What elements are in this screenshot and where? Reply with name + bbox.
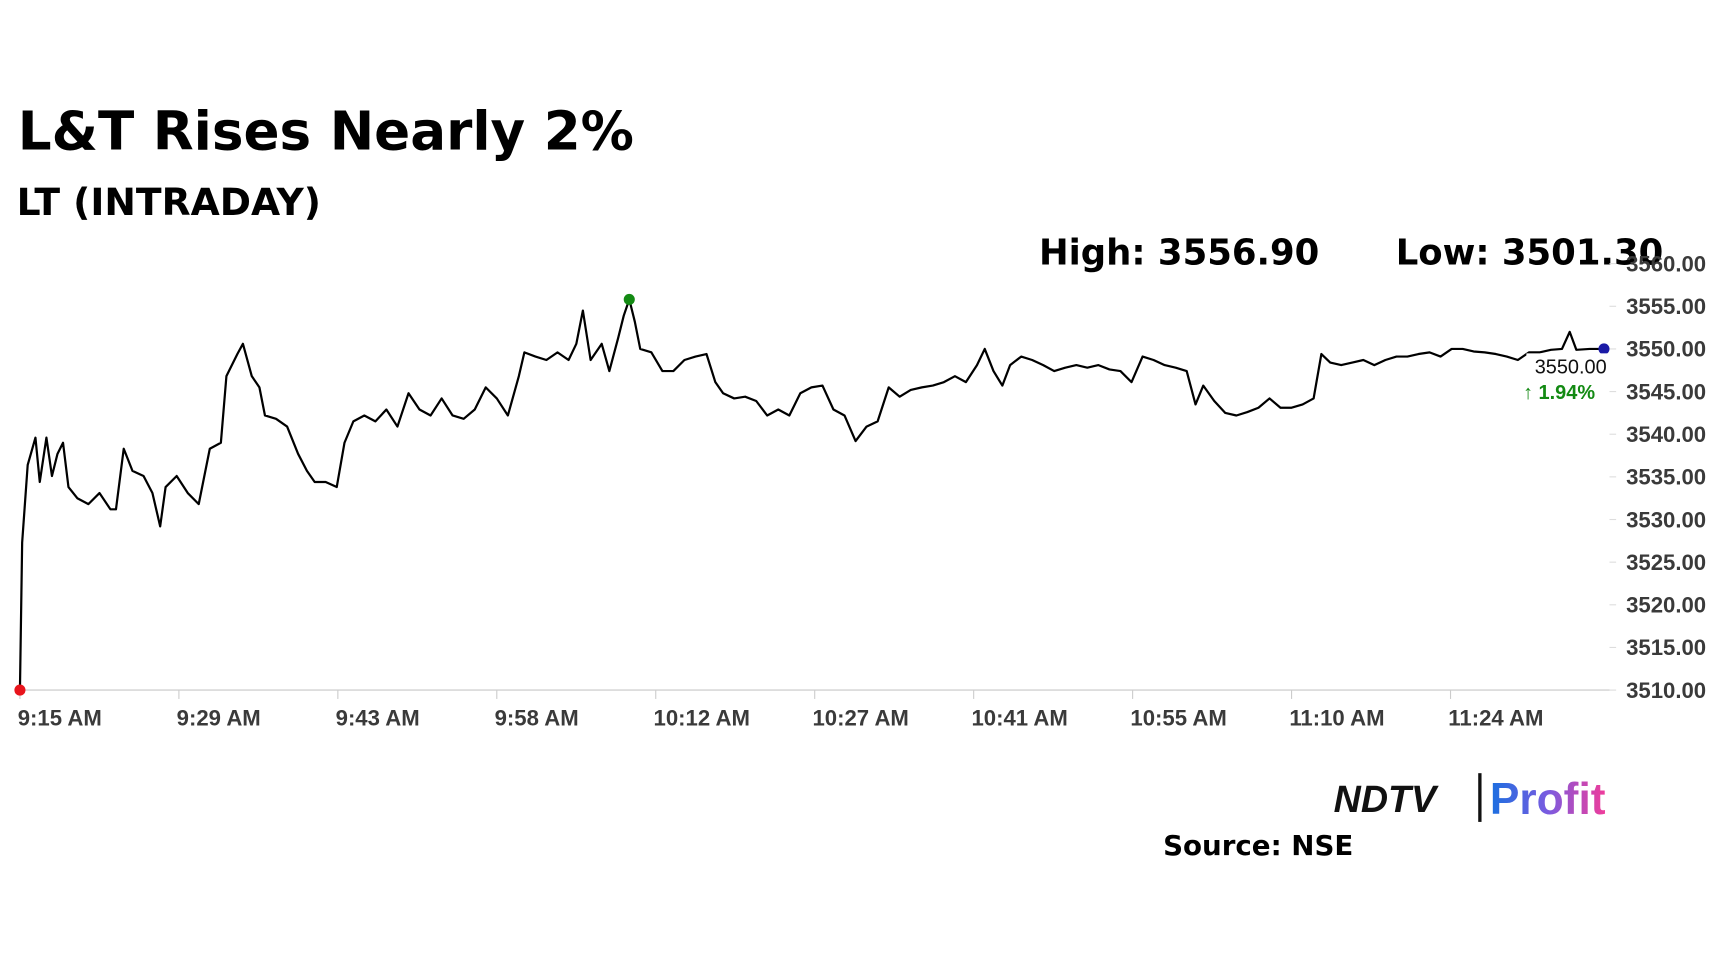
logo-brand: NDTV: [1334, 778, 1439, 820]
high-annotation: High: 3556.90: [1039, 233, 1319, 274]
price-line: [18, 298, 1604, 691]
start-marker: [14, 684, 26, 696]
last-marker: [1598, 343, 1610, 355]
y-tick-label: 3555.00: [1626, 294, 1706, 319]
y-tick-label: 3560.00: [1626, 251, 1706, 276]
last-label: 3550.00: [1535, 356, 1607, 378]
logo-product: Profit: [1490, 775, 1606, 824]
change-label: ↑ 1.94%: [1523, 382, 1595, 404]
y-tick-label: 3520.00: [1626, 593, 1706, 618]
last-label-box: [1526, 353, 1616, 380]
x-tick-label: 9:29 AM: [177, 706, 261, 731]
y-tick-label: 3545.00: [1626, 379, 1706, 404]
chart-title: L&T Rises Nearly 2%: [18, 101, 634, 163]
chart-subtitle: LT (INTRADAY): [17, 180, 321, 224]
x-tick-label: 10:55 AM: [1130, 706, 1226, 731]
y-tick-label: 3535.00: [1626, 465, 1706, 490]
x-tick-label: 9:15 AM: [18, 706, 102, 731]
x-tick-label: 11:10 AM: [1289, 706, 1384, 731]
y-tick-label: 3540.00: [1626, 422, 1706, 447]
source: Source: NSE: [1163, 829, 1353, 862]
y-tick-label: 3530.00: [1626, 507, 1706, 532]
low-annotation: Low: 3501.30: [1396, 233, 1664, 274]
x-tick-label: 9:43 AM: [336, 706, 420, 731]
x-tick-label: 10:27 AM: [812, 706, 908, 731]
x-tick-label: 10:12 AM: [654, 706, 750, 731]
x-tick-label: 11:24 AM: [1448, 706, 1543, 731]
x-tick-label: 10:41 AM: [971, 706, 1067, 731]
y-tick-label: 3510.00: [1626, 678, 1706, 703]
high-marker: [623, 293, 635, 305]
x-tick-label: 9:58 AM: [495, 706, 579, 731]
y-tick-label: 3550.00: [1626, 337, 1706, 362]
y-tick-label: 3515.00: [1626, 635, 1706, 660]
y-tick-label: 3525.00: [1626, 550, 1706, 575]
